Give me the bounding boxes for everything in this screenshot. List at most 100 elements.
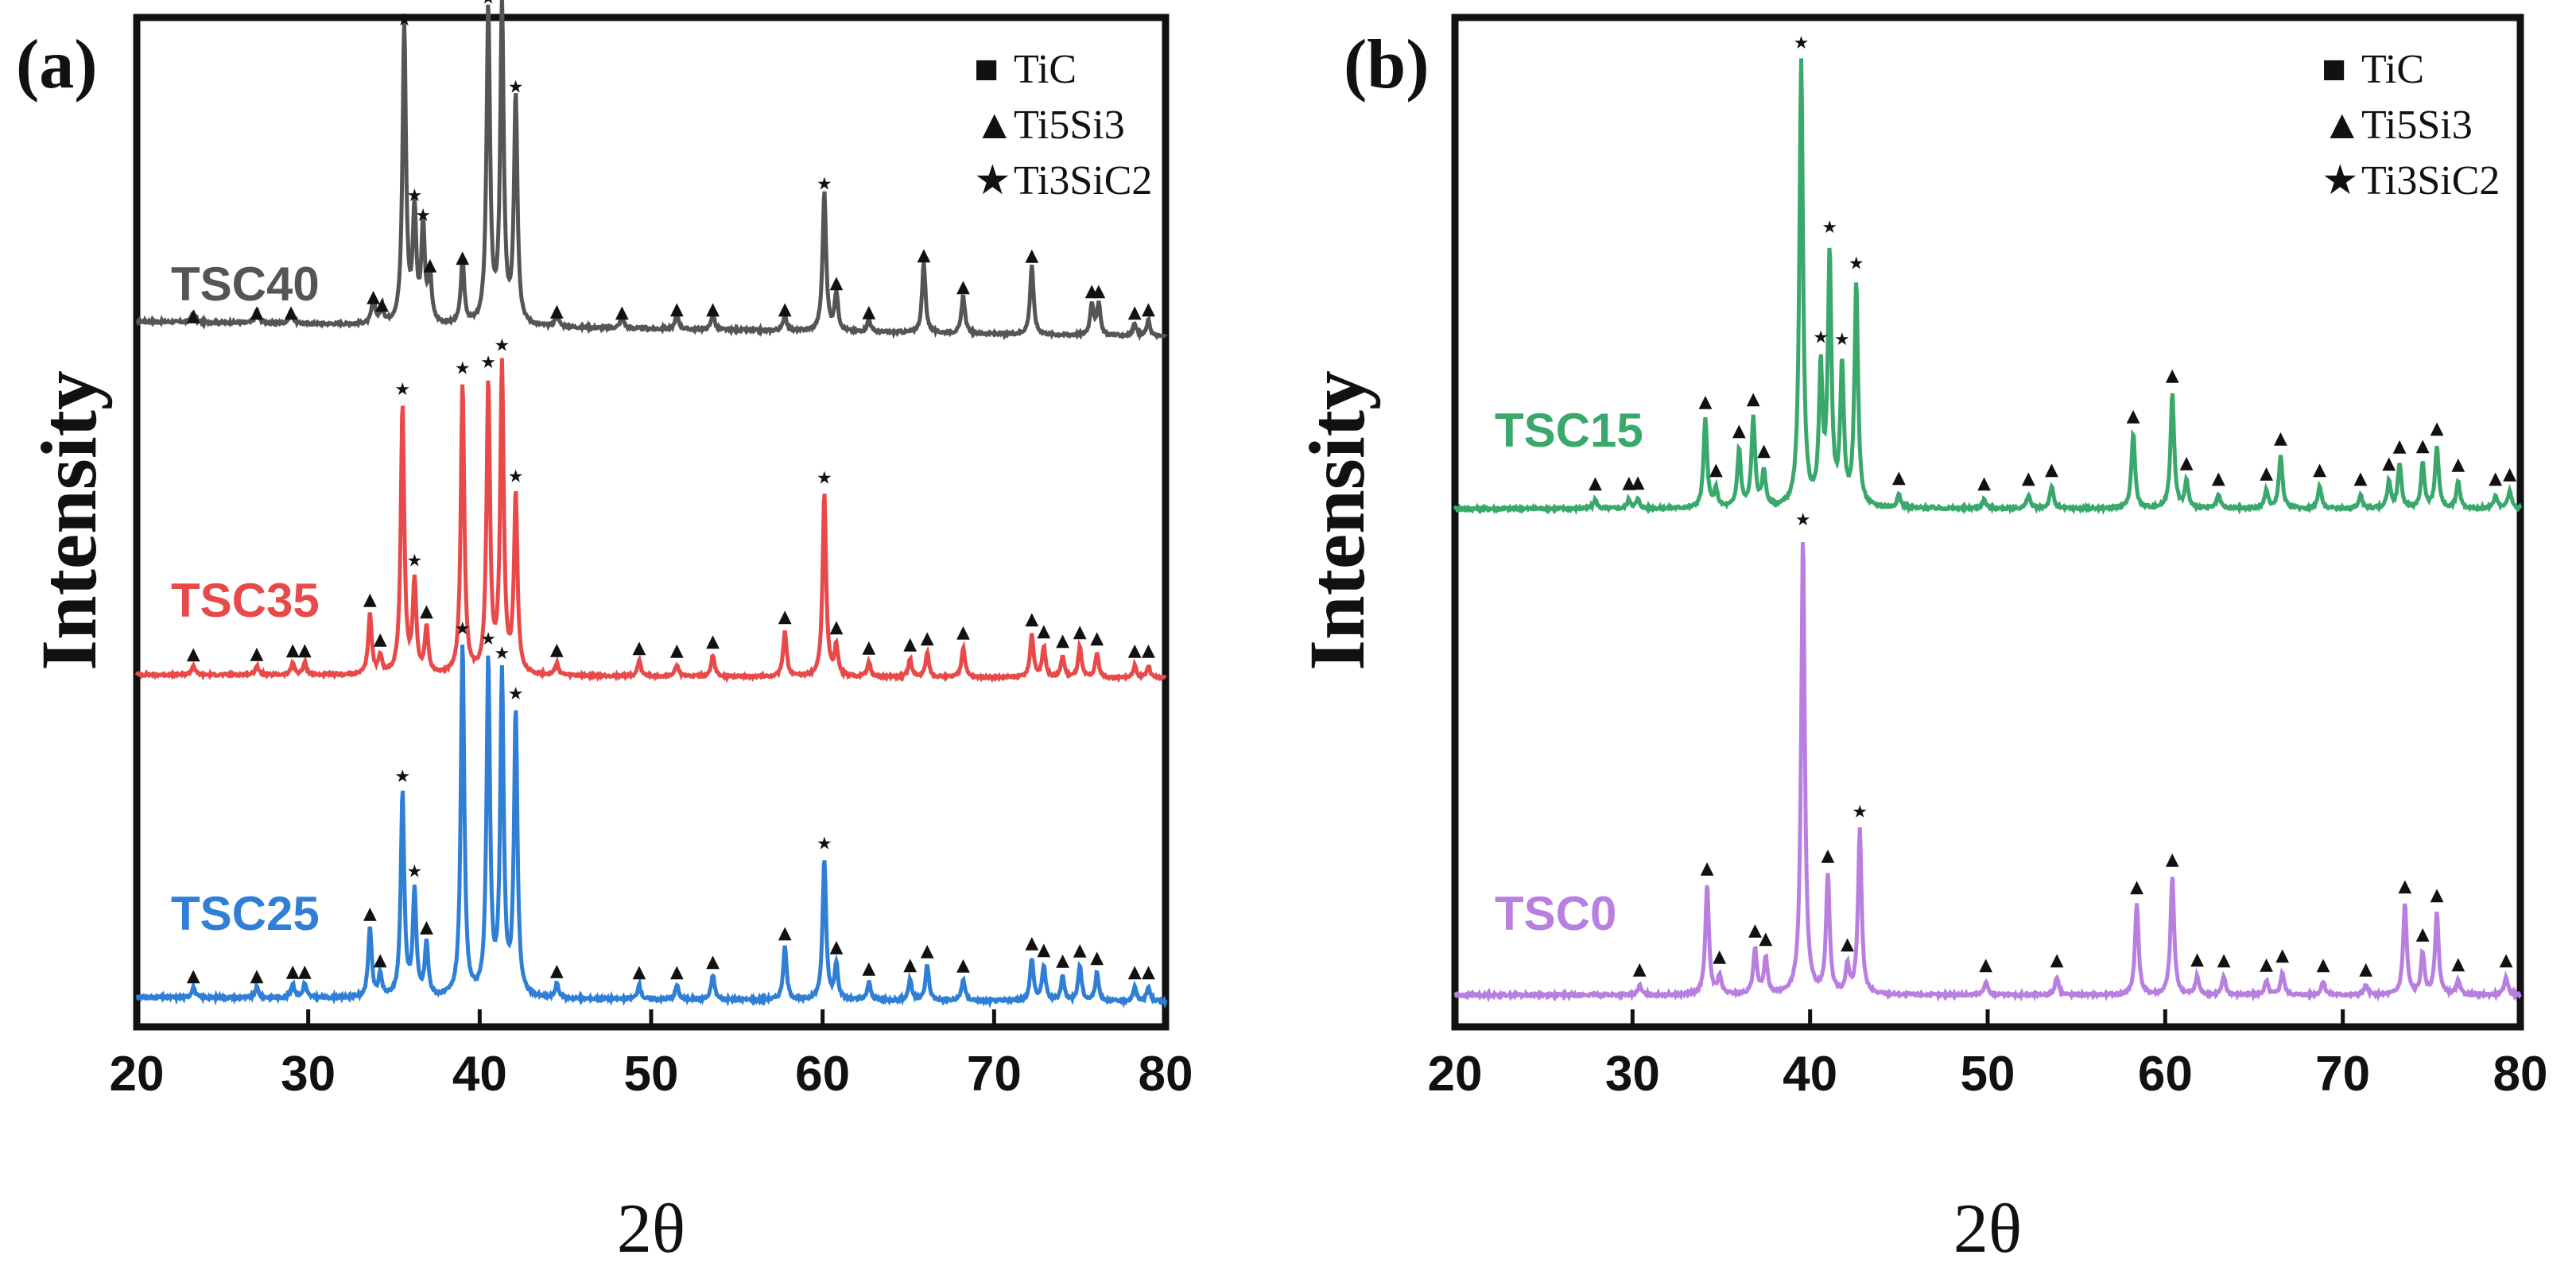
peak-marker: ▲ [615, 303, 629, 323]
peak-marker: ▲ [1092, 281, 1105, 300]
peak-marker: ▲ [2313, 459, 2326, 479]
panel-b-traces [1453, 58, 2523, 1003]
peak-marker: ▲ [187, 966, 200, 986]
x-tick-label: 40 [452, 1047, 507, 1102]
peak-marker: ★ [407, 552, 423, 571]
x-tick-label: 60 [795, 1047, 850, 1102]
peak-marker: ▲ [903, 955, 917, 974]
peak-marker: ▲ [1073, 940, 1087, 960]
peak-marker: ▲ [550, 301, 564, 321]
peak-marker: ▲ [2393, 436, 2407, 456]
peak-marker: ▲ [363, 904, 377, 924]
peak-marker: ▲ [363, 590, 377, 610]
panel-b-label: (b) [1344, 26, 1430, 103]
peak-marker: ▲ [1732, 421, 1746, 441]
panel-a-x-axis-label: 2θ [617, 1191, 685, 1268]
x-tick-label: 20 [1428, 1047, 1483, 1102]
peak-marker: ▲ [250, 303, 264, 323]
peak-marker: ▲ [829, 273, 843, 293]
peak-marker: ▲ [367, 287, 380, 307]
peak-marker: ▲ [1025, 610, 1038, 629]
peak-marker: ▲ [1128, 962, 1142, 982]
legend-tic-label: TiC [1014, 47, 1077, 92]
peak-marker: ▲ [917, 246, 930, 265]
peak-marker: ▲ [1090, 947, 1104, 967]
panel-a-label: (a) [16, 26, 98, 103]
series-label-tsc35: TSC35 [171, 574, 320, 627]
peak-marker: ★ [1849, 254, 1864, 274]
peak-marker: ▲ [2416, 924, 2430, 944]
peak-marker: ▲ [1142, 641, 1155, 660]
peak-marker: ▲ [670, 962, 684, 982]
peak-marker: ★ [407, 186, 423, 206]
peak-marker: ▲ [285, 303, 298, 323]
peak-marker: ★ [480, 629, 496, 649]
peak-marker: ▲ [1821, 846, 1835, 866]
peak-marker: ▲ [1037, 621, 1050, 641]
peak-marker: ▲ [1757, 440, 1771, 460]
panel-a-y-axis-label: Intensity [25, 370, 113, 671]
peak-marker: ▲ [2359, 959, 2372, 979]
peak-marker: ▲ [862, 958, 875, 978]
peak-marker: ★ [508, 77, 524, 97]
x-tick-label: 50 [624, 1047, 679, 1102]
x-tick-label: 60 [2138, 1047, 2193, 1102]
panel-b: (b) Intensity 2θ 20 30 40 50 60 70 80 ▲ ▲▲▲▲▲▲▲… [1293, 14, 2548, 1268]
trace-tsc15 [1453, 58, 2523, 515]
peak-marker: ▲ [2274, 428, 2287, 448]
peak-marker: ▲ [1709, 460, 1723, 480]
peak-marker: ▲ [2398, 877, 2411, 897]
panel-a-legend: ■ TiC ▲ Ti5Si3 ★ Ti3SiC2 [974, 47, 1152, 203]
peak-marker: ▲ [1713, 947, 1726, 966]
peak-marker: ▲ [2127, 406, 2140, 426]
x-tick-label: 30 [1605, 1047, 1660, 1102]
peak-marker: ★ [817, 834, 832, 854]
peak-marker: ▲ [778, 606, 792, 626]
peak-marker: ▲ [286, 962, 300, 982]
legend-ti5si3-symbol: ▲ [974, 103, 1014, 148]
x-tick-label: 50 [1961, 1047, 2015, 1102]
peak-marker: ▲ [1759, 928, 1772, 948]
peak-marker: ▲ [956, 277, 970, 297]
peak-marker: ▲ [286, 641, 300, 660]
panel-a-frame [133, 14, 1170, 1031]
x-tick-label: 80 [2493, 1047, 2548, 1102]
legend-b-ti3sic2-label: Ti3SiC2 [2361, 158, 2500, 203]
peak-marker: ★ [1795, 510, 1811, 530]
legend-tic-symbol: ■ [974, 47, 999, 92]
x-tick-label: 40 [1783, 1047, 1837, 1102]
peak-marker: ▲ [250, 966, 264, 986]
peak-marker: ▲ [250, 644, 264, 664]
peak-marker: ▲ [374, 950, 387, 970]
peak-marker: ▲ [298, 962, 312, 982]
peak-marker: ▲ [2431, 419, 2444, 439]
peak-marker: ▲ [1142, 962, 1155, 982]
panel-b-frame [1451, 14, 2524, 1031]
peak-marker: ▲ [2275, 946, 2289, 966]
peak-marker: ▲ [706, 632, 720, 652]
peak-marker: ★ [394, 767, 410, 787]
peak-marker: ▲ [1841, 934, 1854, 954]
peak-marker: ▲ [903, 634, 917, 654]
peak-marker: ▲ [1622, 473, 1635, 493]
peak-marker: ▲ [374, 629, 387, 649]
x-tick-label: 70 [2315, 1047, 2370, 1102]
peak-marker: ▲ [632, 637, 646, 657]
peak-marker: ▲ [1025, 246, 1038, 265]
peak-marker: ▲ [2317, 955, 2330, 974]
peak-marker: ▲ [2500, 951, 2513, 970]
peak-marker: ★ [817, 174, 832, 194]
legend-b-tic-symbol: ■ [2322, 47, 2346, 92]
peak-marker: ★ [480, 0, 496, 8]
peak-marker: ▲ [2416, 436, 2430, 455]
peak-marker: ▲ [550, 640, 564, 660]
panel-a: (a) Intensity 2θ 20 30 40 50 60 70 80 ▲ ▲ ▲▲▲★★★… [16, 0, 1193, 1268]
peak-marker: ▲ [2503, 464, 2516, 484]
peak-marker: ★ [397, 10, 413, 30]
peak-marker: ▲ [670, 300, 684, 320]
peak-marker: ▲ [632, 962, 646, 982]
peak-marker: ▲ [1090, 628, 1104, 648]
peak-marker: ▲ [2354, 468, 2368, 488]
panel-b-legend: ■ TiC ▲ Ti5Si3 ★ Ti3SiC2 [2322, 47, 2500, 203]
peak-marker: ▲ [862, 637, 875, 657]
